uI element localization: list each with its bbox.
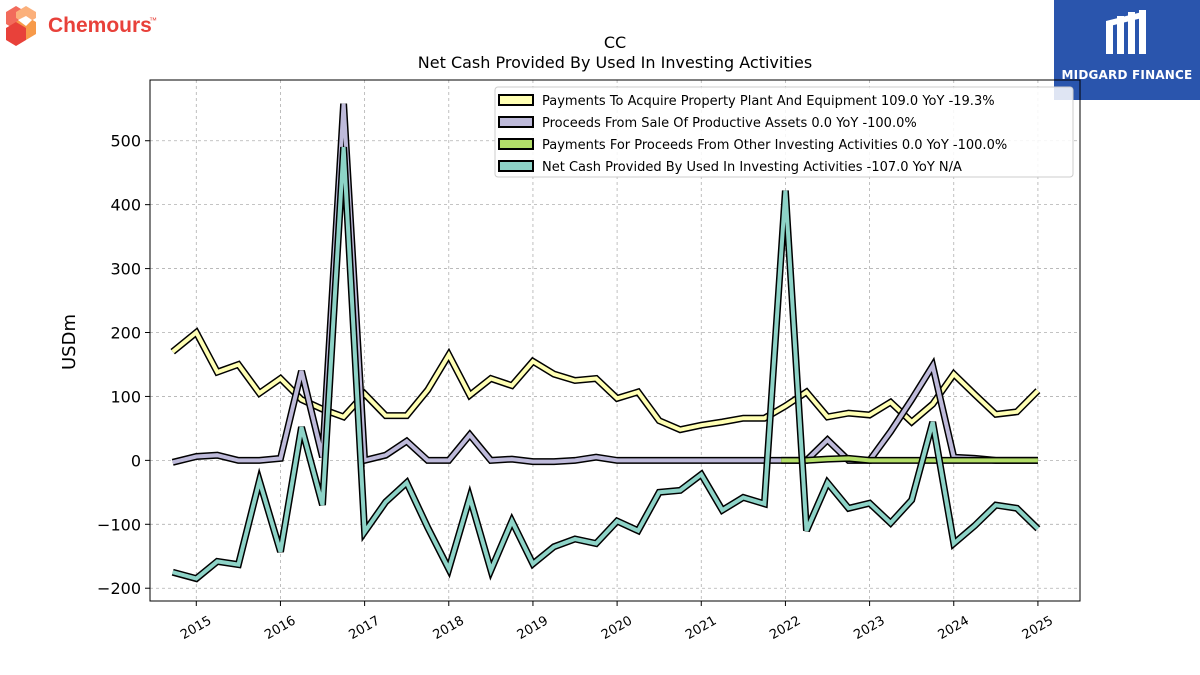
series-line bbox=[172, 103, 1038, 465]
legend-label: Proceeds From Sale Of Productive Assets … bbox=[542, 116, 917, 131]
legend-swatch bbox=[498, 94, 534, 106]
legend-swatch bbox=[498, 160, 534, 172]
chemours-logo-trademark: ™ bbox=[149, 16, 157, 25]
legend-label: Payments To Acquire Property Plant And E… bbox=[542, 94, 995, 109]
legend: Payments To Acquire Property Plant And E… bbox=[494, 86, 1074, 178]
y-tick-label: 400 bbox=[110, 196, 141, 215]
plot-area-frame bbox=[149, 79, 1081, 602]
x-tick-label: 2015 bbox=[178, 613, 214, 643]
series-line-outline bbox=[171, 146, 1041, 583]
midgard-finance-logo-text: MIDGARD FINANCE bbox=[1061, 68, 1193, 82]
y-tick-label: 300 bbox=[110, 260, 141, 279]
x-tick-label: 2021 bbox=[683, 613, 719, 643]
series-line bbox=[781, 456, 1038, 463]
y-tick-label: 500 bbox=[110, 132, 141, 151]
series-line bbox=[171, 329, 1040, 432]
chart-title: CC bbox=[604, 33, 626, 52]
chart-subtitle: Net Cash Provided By Used In Investing A… bbox=[418, 53, 812, 72]
x-tick-label: 2020 bbox=[599, 613, 635, 643]
midgard-mark-icon bbox=[1106, 10, 1146, 54]
x-tick-label: 2023 bbox=[851, 613, 887, 643]
legend-swatch bbox=[498, 116, 534, 128]
y-tick-label: 100 bbox=[110, 387, 141, 406]
x-tick-label: 2018 bbox=[431, 613, 467, 643]
chemours-logo-text: Chemours bbox=[48, 14, 152, 37]
chemours-logo: Chemours ™ bbox=[4, 4, 164, 50]
legend-swatch bbox=[498, 138, 534, 150]
legend-box bbox=[494, 86, 1074, 178]
legend-label: Payments For Proceeds From Other Investi… bbox=[542, 138, 1007, 153]
series-layer bbox=[170, 103, 1041, 583]
y-tick-label: −100 bbox=[97, 515, 141, 534]
x-tick-label: 2019 bbox=[515, 613, 551, 643]
legend-label: Net Cash Provided By Used In Investing A… bbox=[542, 160, 962, 175]
x-tick-label: 2022 bbox=[767, 613, 803, 643]
y-tick-label: −200 bbox=[97, 579, 141, 598]
y-tick-label: 200 bbox=[110, 324, 141, 343]
x-tick-label: 2017 bbox=[346, 613, 382, 643]
x-tick-label: 2016 bbox=[262, 613, 298, 643]
y-tick-label: 0 bbox=[131, 451, 141, 470]
series-line bbox=[172, 146, 1040, 581]
x-tick-label: 2024 bbox=[936, 613, 972, 643]
midgard-finance-logo: MIDGARD FINANCE bbox=[1054, 0, 1200, 100]
y-axis-label: USDm bbox=[59, 314, 80, 370]
chemours-hexagon-icon bbox=[6, 6, 36, 46]
x-tick-label: 2025 bbox=[1020, 613, 1056, 643]
